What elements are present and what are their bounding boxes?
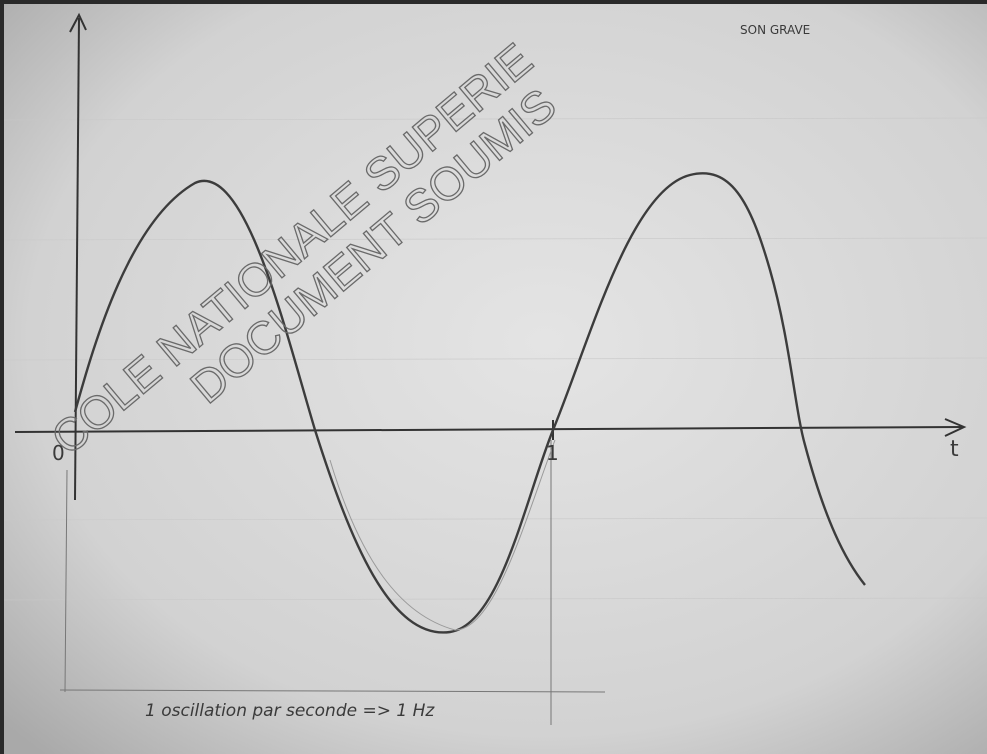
origin-label: 0 xyxy=(52,441,65,465)
period-label: 1 xyxy=(546,441,559,465)
note-title: SON GRAVE xyxy=(740,23,810,37)
x-axis-label: t xyxy=(950,437,959,462)
page: COLE NATIONALE SUPERIE DOCUMENT SOUMIS S… xyxy=(0,0,987,754)
caption: 1 oscillation par seconde => 1 Hz xyxy=(145,701,435,721)
